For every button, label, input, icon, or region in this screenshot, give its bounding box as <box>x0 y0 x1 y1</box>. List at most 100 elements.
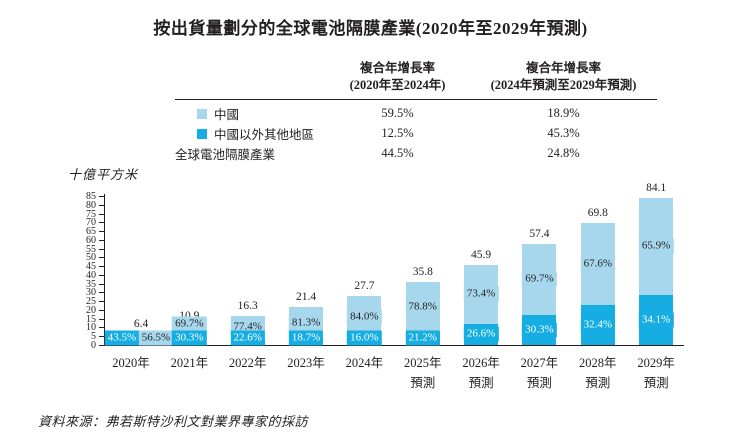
table-row-global-industry: 全球電池隔膜產業 44.5% 24.8% <box>175 144 657 164</box>
y-tick <box>99 301 104 303</box>
cagr-header-col1: 複合年增長率 (2020年至2024年) <box>325 60 470 94</box>
stacked-bar-chart: 0 5 10 15 20 25 30 35 40 45 50 55 60 65 70 75 80 85 6.4 56.… <box>0 182 741 421</box>
y-tick-label: 15 <box>86 313 96 325</box>
y-tick <box>99 283 104 285</box>
bar-total-label: 35.8 <box>412 266 433 279</box>
y-tick-label: 30 <box>86 287 96 299</box>
bar-other-pct-label: 22.6% <box>230 330 265 345</box>
y-axis-line <box>104 194 105 345</box>
x-axis-forecast-label: 預測 <box>585 376 611 390</box>
y-tick-label: 75 <box>86 208 96 220</box>
y-tick <box>99 231 104 233</box>
y-tick-label: 70 <box>86 217 96 229</box>
chart-title: 按出貨量劃分的全球電池隔膜產業(2020年至2029年預測) <box>153 19 588 38</box>
source-note: 資料來源：弗若斯特沙利文對業界專家的採訪 <box>38 414 309 429</box>
y-tick-label: 85 <box>86 191 96 202</box>
cagr-table-header-row: 複合年增長率 (2020年至2024年) 複合年增長率 (2024年預測至202… <box>175 60 657 100</box>
x-axis-year-label: 2020年 <box>112 356 150 370</box>
global-cagr-2024-2029: 24.8% <box>547 146 580 161</box>
x-axis-year-label: 2025年 <box>403 356 442 370</box>
y-tick <box>99 336 104 338</box>
x-axis-year-label: 2026年 <box>462 356 500 370</box>
y-tick <box>99 257 104 259</box>
cagr-header-col1-line1: 複合年增長率 <box>359 61 435 75</box>
x-axis-line <box>104 345 684 346</box>
bar-total-label: 57.4 <box>529 228 550 241</box>
global-industry-label: 全球電池隔膜產業 <box>175 144 325 163</box>
y-tick-label: 0 <box>91 340 96 351</box>
x-axis-forecast-label: 預測 <box>526 376 552 390</box>
bar-china-pct-label: 69.7% <box>172 316 207 331</box>
other-regions-legend-swatch-icon <box>197 128 207 139</box>
x-axis-forecast-label: 預測 <box>643 376 669 390</box>
legend-item-china: 中國 <box>175 104 325 123</box>
cagr-header-col2: 複合年增長率 (2024年預測至2029年預測) <box>470 60 657 94</box>
x-axis-year-label: 2023年 <box>287 356 325 370</box>
y-tick-label: 50 <box>86 252 96 264</box>
other-cagr-2024-2029: 45.3% <box>547 126 580 141</box>
y-tick <box>99 222 104 224</box>
bar-total-label: 6.4 <box>133 317 149 330</box>
cagr-table: 複合年增長率 (2020年至2024年) 複合年增長率 (2024年預測至202… <box>175 60 657 164</box>
row-label: 全球電池隔膜產業 <box>175 148 276 163</box>
global-cagr-2020-2024: 44.5% <box>381 146 414 161</box>
y-tick <box>99 239 104 241</box>
y-tick <box>99 327 104 329</box>
bar-china-pct-label: 84.0% <box>347 309 382 325</box>
bar-china-pct-label: 65.9% <box>638 238 674 254</box>
x-axis-year-label: 2028年 <box>579 356 617 370</box>
y-tick <box>99 309 104 311</box>
y-tick <box>99 274 104 276</box>
y-tick-label: 65 <box>86 226 96 238</box>
y-tick <box>99 196 104 197</box>
china-cagr-2020-2024: 59.5% <box>381 106 414 121</box>
y-tick <box>99 292 104 294</box>
bar-total-label: 21.4 <box>295 291 317 304</box>
bar-china-pct-label: 73.4% <box>463 286 499 302</box>
y-tick-label: 60 <box>86 234 96 246</box>
table-row-other-regions: 中國以外其他地區 12.5% 45.3% <box>175 124 657 144</box>
bar-total-label: 69.8 <box>587 206 608 219</box>
row-label: 中國 <box>214 108 240 123</box>
bar-other-pct-label: 16.0% <box>347 330 382 345</box>
y-tick-label: 10 <box>86 322 96 334</box>
x-axis-year-label: 2029年 <box>637 356 675 370</box>
bar-total-label: 16.3 <box>237 300 258 313</box>
china-legend-swatch-icon <box>197 108 207 119</box>
bar-other-pct-label: 34.1% <box>638 312 674 328</box>
y-tick <box>99 248 104 250</box>
y-tick <box>99 266 104 268</box>
cagr-header-col2-line2: (2024年預測至2029年預測) <box>490 77 637 92</box>
bar-other-pct-label: 26.6% <box>463 326 499 342</box>
cagr-header-col2-line1: 複合年增長率 <box>525 61 601 75</box>
y-tick-label: 45 <box>86 261 96 273</box>
bar-other-pct-label: 18.7% <box>288 330 324 345</box>
bar-china-pct-label: 78.8% <box>405 299 440 315</box>
y-tick-label: 25 <box>86 296 96 308</box>
cagr-header-col1-line2: (2020年至2024年) <box>349 77 446 92</box>
bar-other-pct-label: 32.4% <box>580 317 616 333</box>
y-tick-label: 35 <box>86 278 96 290</box>
y-axis-unit-label: 十億平方米 <box>68 167 139 182</box>
legend-item-other-regions: 中國以外其他地區 <box>175 124 325 143</box>
y-tick-label: 40 <box>86 269 96 281</box>
y-tick-label: 5 <box>91 331 96 343</box>
y-tick <box>99 204 104 206</box>
bar-total-label: 45.9 <box>471 248 492 261</box>
y-tick-label: 55 <box>86 243 96 255</box>
y-tick <box>99 318 104 320</box>
china-cagr-2024-2029: 18.9% <box>547 106 580 121</box>
bar-china-pct-label: 56.5% <box>138 330 174 346</box>
x-axis-year-label: 2024年 <box>345 356 384 370</box>
y-tick <box>99 345 104 346</box>
bar-total-label: 27.7 <box>354 280 375 293</box>
x-axis-forecast-label: 預測 <box>410 376 436 390</box>
x-axis-forecast-label: 預測 <box>468 376 494 390</box>
table-row-china: 中國 59.5% 18.9% <box>175 104 657 124</box>
bar-china-pct-label: 67.6% <box>580 256 616 272</box>
x-axis-year-label: 2021年 <box>170 356 209 370</box>
y-tick-label: 80 <box>86 199 96 211</box>
x-axis-year-label: 2027年 <box>520 356 559 370</box>
bar-other-pct-label: 21.2% <box>405 330 440 345</box>
